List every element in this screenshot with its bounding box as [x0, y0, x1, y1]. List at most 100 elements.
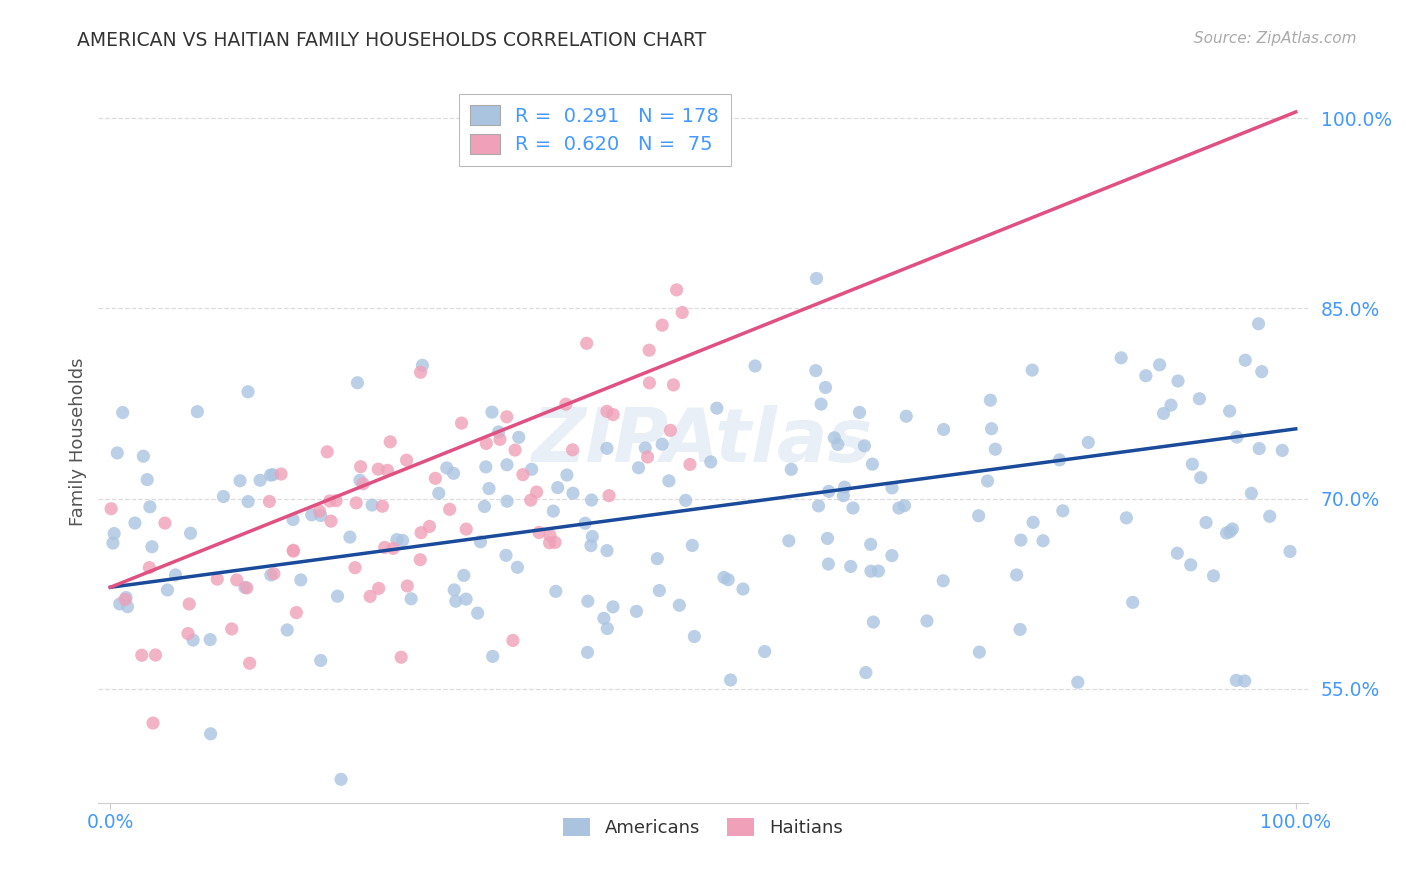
Point	[495, 549, 517, 563]
Point	[915, 614, 938, 628]
Point	[115, 591, 138, 605]
Point	[344, 560, 367, 574]
Point	[1005, 568, 1028, 582]
Point	[662, 378, 685, 392]
Point	[880, 481, 903, 495]
Point	[259, 494, 281, 508]
Point	[177, 626, 200, 640]
Point	[156, 582, 179, 597]
Point	[554, 397, 576, 411]
Point	[496, 494, 519, 508]
Point	[391, 533, 413, 548]
Point	[233, 581, 256, 595]
Y-axis label: Family Households: Family Households	[69, 358, 87, 525]
Point	[574, 516, 596, 531]
Point	[842, 501, 865, 516]
Point	[807, 499, 830, 513]
Point	[1032, 533, 1054, 548]
Point	[475, 459, 498, 474]
Point	[409, 525, 432, 540]
Text: Source: ZipAtlas.com: Source: ZipAtlas.com	[1194, 31, 1357, 46]
Point	[706, 401, 728, 416]
Point	[478, 482, 501, 496]
Point	[575, 336, 598, 351]
Point	[887, 501, 910, 516]
Point	[502, 633, 524, 648]
Point	[361, 498, 384, 512]
Point	[602, 408, 624, 422]
Point	[665, 283, 688, 297]
Point	[108, 597, 131, 611]
Point	[1021, 363, 1043, 377]
Point	[581, 529, 603, 543]
Point	[1240, 486, 1263, 500]
Point	[538, 535, 561, 549]
Point	[596, 543, 619, 558]
Point	[142, 716, 165, 731]
Point	[596, 622, 619, 636]
Point	[581, 493, 603, 508]
Point	[520, 462, 543, 476]
Point	[1010, 623, 1032, 637]
Point	[519, 493, 541, 508]
Point	[1010, 533, 1032, 547]
Point	[319, 494, 342, 508]
Point	[1181, 457, 1204, 471]
Point	[713, 570, 735, 584]
Point	[1222, 522, 1244, 536]
Point	[896, 409, 918, 424]
Point	[443, 467, 465, 481]
Point	[855, 665, 877, 680]
Point	[527, 525, 550, 540]
Point	[1195, 516, 1218, 530]
Point	[443, 582, 465, 597]
Point	[827, 437, 849, 451]
Point	[352, 476, 374, 491]
Point	[344, 496, 367, 510]
Point	[138, 560, 160, 574]
Point	[720, 673, 742, 687]
Point	[555, 468, 578, 483]
Point	[810, 397, 832, 411]
Point	[198, 632, 221, 647]
Point	[229, 474, 252, 488]
Point	[165, 567, 187, 582]
Point	[659, 423, 682, 437]
Point	[212, 490, 235, 504]
Point	[576, 645, 599, 659]
Point	[136, 473, 159, 487]
Point	[285, 606, 308, 620]
Point	[1215, 526, 1237, 541]
Point	[1271, 443, 1294, 458]
Point	[979, 393, 1001, 408]
Point	[1067, 675, 1090, 690]
Point	[1077, 435, 1099, 450]
Point	[853, 439, 876, 453]
Point	[1258, 509, 1281, 524]
Point	[880, 549, 903, 563]
Point	[839, 559, 862, 574]
Point	[1234, 353, 1257, 368]
Point	[1247, 317, 1270, 331]
Point	[259, 468, 281, 483]
Point	[456, 592, 478, 607]
Point	[236, 494, 259, 508]
Point	[359, 590, 381, 604]
Point	[651, 318, 673, 333]
Point	[1115, 511, 1137, 525]
Point	[754, 644, 776, 658]
Point	[467, 606, 489, 620]
Point	[470, 534, 492, 549]
Point	[1160, 398, 1182, 412]
Point	[200, 727, 222, 741]
Point	[1180, 558, 1202, 572]
Point	[496, 458, 519, 472]
Point	[389, 650, 412, 665]
Point	[450, 416, 472, 430]
Point	[481, 405, 503, 419]
Point	[512, 467, 534, 482]
Point	[489, 433, 512, 447]
Point	[969, 645, 991, 659]
Point	[139, 500, 162, 514]
Point	[225, 573, 247, 587]
